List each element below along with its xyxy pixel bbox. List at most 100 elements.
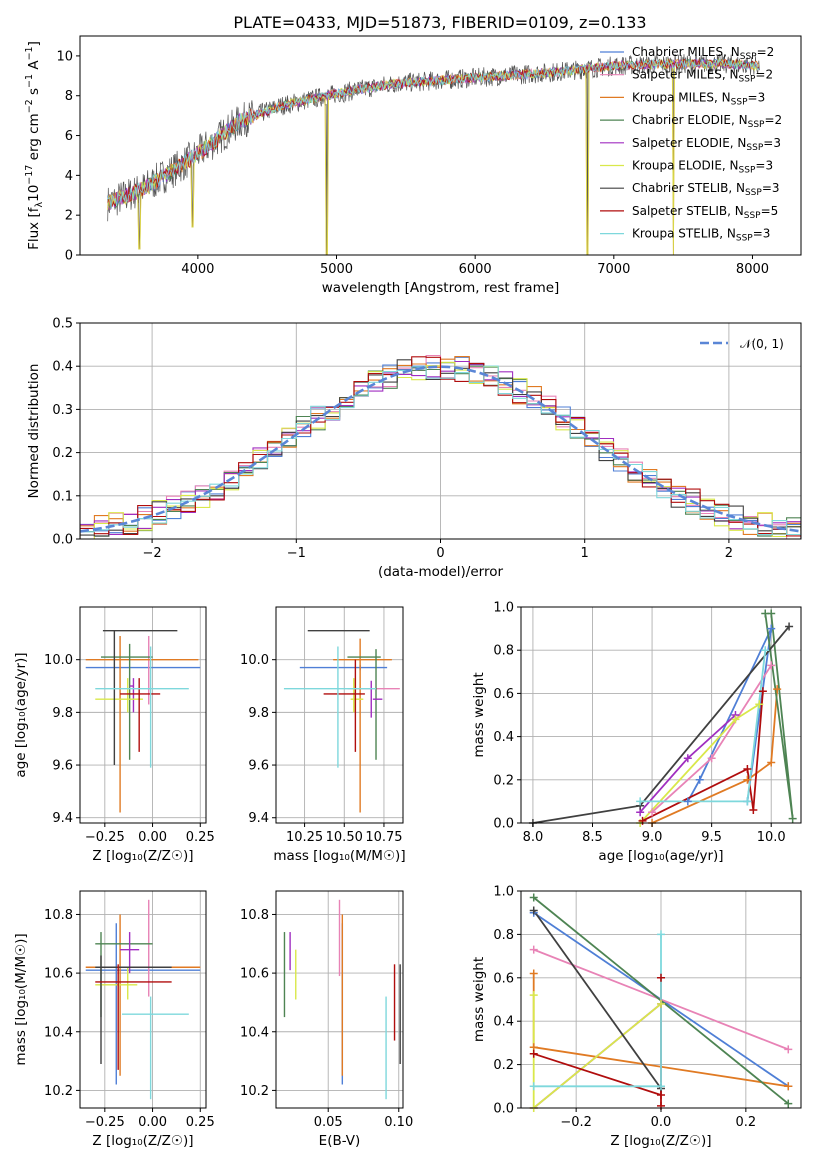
- x-tick-label: 2: [725, 546, 733, 561]
- x-tick-label: 9.5: [701, 830, 722, 845]
- legend-label: Kroupa MILES, NSSP=3: [632, 90, 765, 107]
- y-tick-label: 8: [65, 89, 73, 104]
- y-tick-label: 6: [65, 129, 73, 144]
- y-tick-label: 0.6: [493, 687, 514, 702]
- x-tick-label: 4000: [181, 262, 214, 277]
- weight-marker: [683, 754, 692, 763]
- panel-age-vs-Z: −0.25 0.00 0.25 9.4 9.6 9.8 10.0 Z [log₁₀(Z/Z☉)…: [13, 606, 215, 864]
- weight-marker: [731, 715, 740, 724]
- weight-marker: [657, 1082, 665, 1091]
- panel-spectrum: 4000 5000 6000 7000 8000 0 2 4 6 8 10 wavelength [A…: [24, 35, 802, 296]
- x-tick-label: 0.00: [138, 1115, 167, 1130]
- weight-marker: [636, 797, 645, 806]
- weight-marker: [683, 797, 692, 806]
- y-tick-label: 1.0: [493, 885, 514, 900]
- x-axis-label: Z [log₁₀(Z/Z☉)]: [610, 1133, 711, 1149]
- x-tick-label: 10.75: [365, 830, 402, 845]
- weight-marker: [788, 814, 797, 823]
- y-tick-label: 10.0: [44, 653, 73, 668]
- y-tick-label: 0.4: [493, 1015, 514, 1030]
- histogram-step-8: [80, 356, 801, 539]
- x-tick-label: 5000: [320, 262, 353, 277]
- y-tick-label: 10.2: [44, 1084, 73, 1099]
- y-tick-label: 10.0: [240, 653, 269, 668]
- y-tick-label: 9.6: [52, 759, 73, 774]
- x-tick-label: 0.0: [651, 1115, 672, 1130]
- weight-marker: [767, 758, 776, 767]
- axes-frame: [275, 606, 404, 824]
- y-tick-label: 0.8: [493, 928, 514, 943]
- legend-label: Chabrier MILES, NSSP=2: [632, 45, 774, 62]
- weight-marker: [638, 816, 647, 825]
- y-tick-label: 10: [56, 49, 73, 64]
- y-axis-label: mass [log₁₀(M/M☉)]: [13, 933, 29, 1065]
- y-tick-label: 0: [65, 249, 73, 264]
- legend-label: Chabrier STELIB, NSSP=3: [632, 181, 780, 198]
- x-tick-label: 10.0: [757, 830, 786, 845]
- legend-label: Salpeter ELODIE, NSSP=3: [632, 136, 781, 153]
- plot-area: [85, 630, 201, 813]
- x-tick-label: 0.25: [186, 1115, 215, 1130]
- weight-marker: [758, 687, 767, 696]
- weight-line-4: [764, 613, 794, 819]
- plot-area: [283, 899, 401, 1100]
- axes-frame: [275, 890, 404, 1109]
- legend: Chabrier MILES, NSSP=2 Salpeter MILES, NS…: [600, 45, 782, 244]
- y-tick-label: 0.2: [52, 446, 73, 461]
- weight-marker: [529, 906, 538, 915]
- x-tick-label: 8.5: [582, 830, 603, 845]
- x-tick-label: 0.2: [736, 1115, 757, 1130]
- x-tick-label: 6000: [459, 262, 492, 277]
- panel-mass-vs-Z: −0.25 0.00 0.25 10.2 10.4 10.6 10.8 Z [log₁₀(Z/…: [13, 890, 215, 1149]
- histogram-step-9: [80, 365, 801, 539]
- y-tick-label: 9.4: [248, 811, 269, 826]
- axes-frame: [79, 35, 802, 256]
- weight-marker: [743, 775, 752, 784]
- y-tick-label: 1.0: [493, 601, 514, 616]
- weight-marker: [784, 1099, 793, 1108]
- legend-label: Salpeter STELIB, NSSP=5: [632, 204, 778, 221]
- weight-line-7: [532, 909, 662, 1090]
- x-axis-label: (data-model)/error: [378, 564, 504, 580]
- panel-weight-vs-age: 8.0 8.5 9.0 9.5 10.0 0.0 0.2 0.4 0.6 0.8 1.0 age [l…: [471, 601, 802, 864]
- weight-line-6: [639, 703, 760, 823]
- y-tick-label: 10.2: [240, 1084, 269, 1099]
- x-tick-label: 10.25: [286, 830, 323, 845]
- x-tick-label: 10.50: [326, 830, 363, 845]
- normal-curve: [80, 365, 801, 533]
- x-tick-label: −1: [287, 546, 306, 561]
- y-tick-label: 0.1: [52, 489, 73, 504]
- y-tick-label: 9.4: [52, 811, 73, 826]
- y-tick-label: 0.3: [52, 403, 73, 418]
- x-tick-label: 0.10: [384, 1115, 413, 1130]
- weight-marker: [767, 661, 776, 670]
- x-tick-label: −2: [143, 546, 162, 561]
- weight-marker: [695, 775, 704, 784]
- weight-marker: [707, 754, 716, 763]
- weight-marker: [773, 685, 782, 694]
- x-tick-label: 1: [581, 546, 589, 561]
- plot-area: [85, 899, 201, 1100]
- x-tick-label: 8.0: [523, 830, 544, 845]
- panel-age-vs-mass: 10.25 10.50 10.75 9.4 9.6 9.8 10.0 mass [log₁₀(…: [240, 606, 406, 864]
- y-tick-label: 2: [65, 209, 73, 224]
- x-tick-label: 0: [436, 546, 444, 561]
- weight-marker: [529, 969, 538, 978]
- y-axis-label: mass weight: [471, 672, 487, 757]
- plot-area: [80, 354, 801, 539]
- plot-area: [107, 53, 760, 255]
- axes-frame: [79, 890, 207, 1109]
- weight-marker: [657, 1090, 665, 1099]
- x-tick-label: −0.25: [85, 1115, 125, 1130]
- y-tick-label: 0.0: [52, 533, 73, 548]
- weight-marker: [743, 797, 752, 806]
- y-tick-label: 9.8: [248, 706, 269, 721]
- y-tick-label: 4: [65, 169, 73, 184]
- weight-marker: [784, 1045, 793, 1054]
- x-axis-label: Z [log₁₀(Z/Z☉)]: [92, 1133, 193, 1149]
- x-axis-label: age [log₁₀(age/yr)]: [598, 848, 723, 864]
- x-tick-label: 9.0: [642, 830, 663, 845]
- axes-frame: [520, 606, 802, 824]
- weight-marker: [529, 945, 538, 954]
